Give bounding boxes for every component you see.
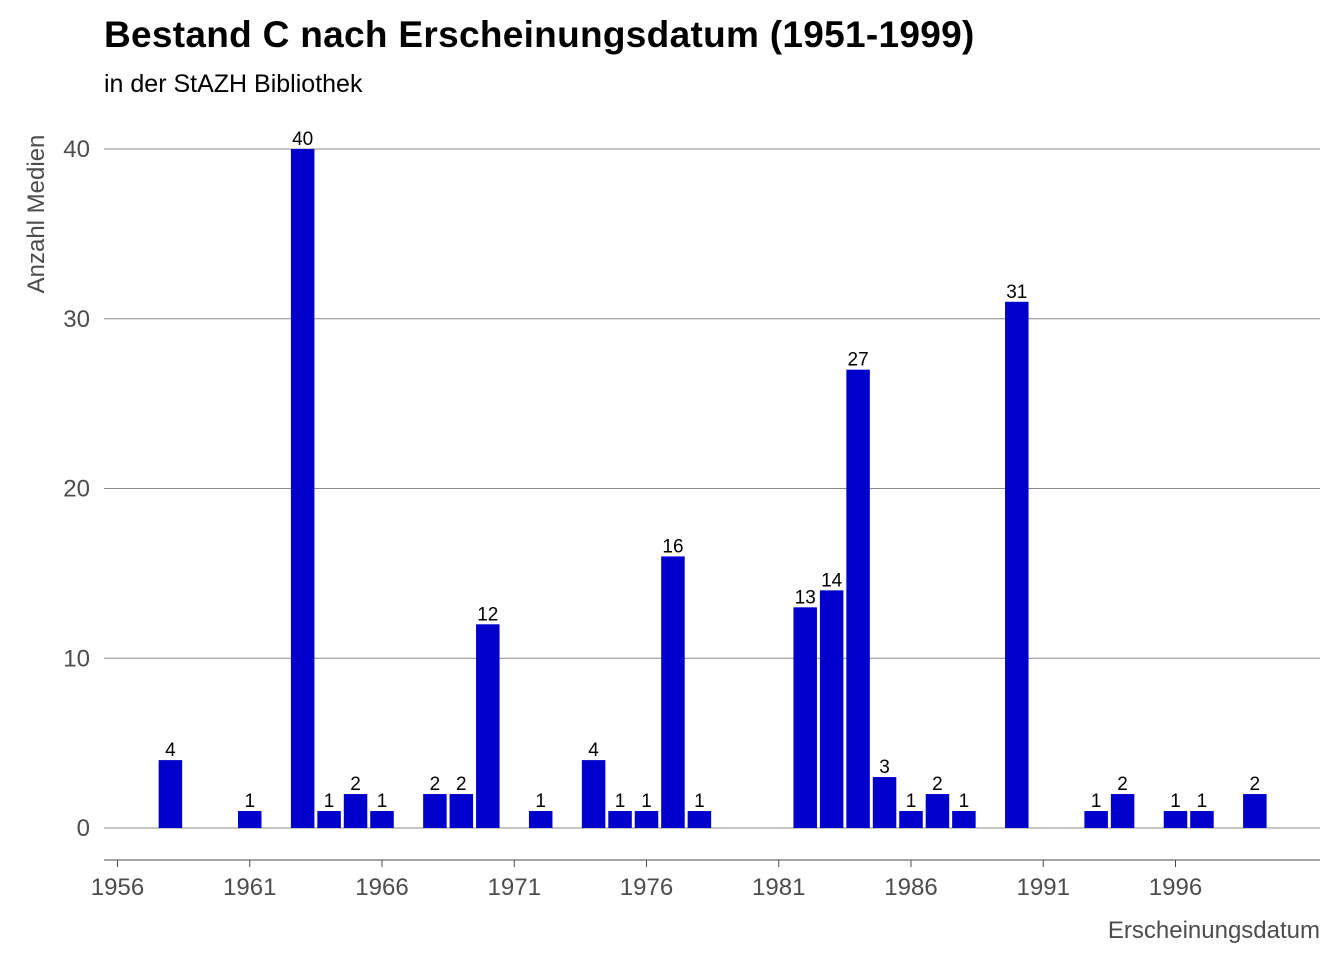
- bar-value-label: 16: [662, 536, 683, 557]
- x-tick-label: 1961: [223, 874, 276, 901]
- bar: [238, 811, 262, 828]
- bar-value-label: 1: [959, 791, 970, 812]
- bar: [158, 760, 183, 828]
- x-tick-label: 1986: [884, 874, 937, 901]
- bar-value-label: 12: [477, 604, 498, 625]
- bar-value-label: 2: [932, 774, 943, 795]
- x-tick-label: 1966: [355, 874, 408, 901]
- x-axis-title: Erscheinungsdatum: [1108, 917, 1320, 944]
- bar: [581, 760, 606, 828]
- bar-value-label: 1: [615, 791, 626, 812]
- bar-value-label: 2: [430, 774, 441, 795]
- bar: [661, 556, 685, 828]
- bar-value-label: 1: [1197, 791, 1208, 812]
- bar-value-label: 2: [1250, 774, 1261, 795]
- bar-value-label: 2: [350, 774, 361, 795]
- bar: [819, 590, 844, 828]
- x-tick-label: 1991: [1017, 874, 1070, 901]
- bar: [476, 624, 500, 828]
- x-tick-label: 1956: [91, 874, 144, 901]
- bar-value-label: 31: [1006, 282, 1027, 303]
- y-tick-label: 30: [63, 306, 90, 333]
- bar-value-label: 1: [377, 791, 388, 812]
- bar-value-label: 1: [694, 791, 705, 812]
- y-tick-label: 0: [77, 815, 90, 842]
- bar: [1084, 811, 1108, 828]
- bar: [528, 811, 553, 828]
- bar: [1190, 811, 1214, 828]
- bar: [687, 811, 712, 828]
- bar-value-label: 14: [821, 570, 843, 591]
- bar: [1110, 794, 1135, 828]
- bars: [158, 149, 1267, 828]
- x-tick-label: 1976: [620, 874, 673, 901]
- bar: [343, 794, 368, 828]
- bar-value-label: 1: [244, 791, 255, 812]
- chart-title: Bestand C nach Erscheinungsdatum (1951-1…: [104, 14, 975, 55]
- bar: [449, 794, 474, 828]
- x-tick-label: 1971: [488, 874, 541, 901]
- bar: [1243, 794, 1267, 828]
- bar-value-label: 1: [1170, 791, 1181, 812]
- bar-value-label: 4: [165, 740, 176, 761]
- bar: [899, 811, 923, 828]
- bar-value-label: 13: [795, 587, 816, 608]
- x-axis: 1956 1961 1966 1971 1976 1981 1986 1991 1996: [91, 859, 1320, 901]
- y-axis-title: Anzahl Medien: [23, 135, 50, 294]
- bar: [317, 811, 341, 828]
- bar: [793, 607, 817, 828]
- bar-value-label: 2: [1117, 774, 1128, 795]
- bar-value-label: 2: [456, 774, 467, 795]
- bar: [1163, 811, 1188, 828]
- grid-lines: 0 10 20 30 40: [63, 136, 1320, 842]
- bar: [423, 794, 447, 828]
- bar-value-label: 3: [879, 757, 890, 778]
- bar-value-label: 1: [324, 791, 335, 812]
- x-tick-label: 1996: [1149, 874, 1202, 901]
- bar-value-label: 1: [906, 791, 917, 812]
- bar-value-label: 1: [535, 791, 546, 812]
- bar: [846, 369, 870, 828]
- bar: [608, 811, 632, 828]
- bar: [634, 811, 659, 828]
- bar-value-label: 40: [292, 129, 313, 150]
- bar: [925, 794, 950, 828]
- y-tick-label: 10: [63, 645, 90, 672]
- bar: [370, 811, 394, 828]
- bar: [290, 149, 315, 828]
- bar-value-label: 4: [588, 740, 599, 761]
- bar-value-label: 27: [848, 350, 869, 371]
- bar: [1005, 301, 1029, 828]
- x-tick-label: 1981: [752, 874, 805, 901]
- chart-subtitle: in der StAZH Bibliothek: [104, 70, 363, 98]
- y-tick-label: 40: [63, 136, 90, 163]
- bar: [872, 777, 897, 828]
- y-tick-label: 20: [63, 476, 90, 503]
- bar: [952, 811, 976, 828]
- bar-value-label: 1: [1091, 791, 1102, 812]
- bar-value-label: 1: [641, 791, 652, 812]
